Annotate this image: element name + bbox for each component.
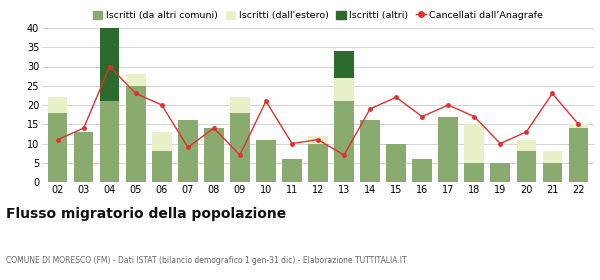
Bar: [100, 101, 119, 182]
Bar: [230, 113, 250, 182]
Bar: [152, 132, 172, 151]
Bar: [256, 140, 275, 182]
Bar: [282, 159, 302, 182]
Bar: [178, 120, 197, 182]
Bar: [334, 51, 354, 78]
Bar: [126, 74, 146, 86]
Bar: [126, 86, 146, 182]
Bar: [308, 143, 328, 182]
Bar: [542, 151, 562, 163]
Bar: [464, 163, 484, 182]
Bar: [334, 78, 354, 101]
Legend: Iscritti (da altri comuni), Iscritti (dall'estero), Iscritti (altri), Cancellati: Iscritti (da altri comuni), Iscritti (da…: [93, 11, 543, 20]
Bar: [517, 140, 536, 151]
Bar: [517, 151, 536, 182]
Text: COMUNE DI MORESCO (FM) - Dati ISTAT (bilancio demografico 1 gen-31 dic) - Elabor: COMUNE DI MORESCO (FM) - Dati ISTAT (bil…: [6, 256, 407, 265]
Bar: [48, 113, 67, 182]
Bar: [308, 136, 328, 143]
Bar: [386, 143, 406, 182]
Bar: [152, 151, 172, 182]
Bar: [569, 128, 588, 182]
Bar: [412, 159, 432, 182]
Bar: [569, 124, 588, 128]
Bar: [48, 97, 67, 113]
Text: Flusso migratorio della popolazione: Flusso migratorio della popolazione: [6, 207, 286, 221]
Bar: [74, 132, 94, 182]
Bar: [361, 120, 380, 182]
Bar: [230, 97, 250, 113]
Bar: [464, 124, 484, 163]
Bar: [100, 28, 119, 101]
Bar: [204, 128, 224, 182]
Bar: [334, 101, 354, 182]
Bar: [491, 163, 510, 182]
Bar: [439, 116, 458, 182]
Bar: [542, 163, 562, 182]
